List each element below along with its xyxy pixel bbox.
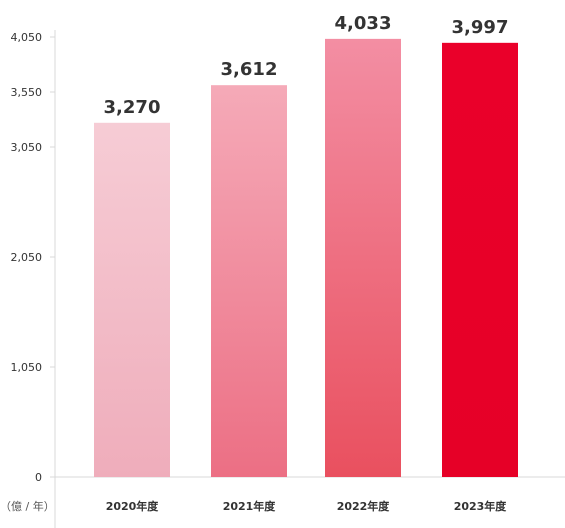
y-tick-label: 1,050	[11, 361, 43, 374]
bar-value-label: 3,612	[221, 59, 278, 80]
bar-value-label: 3,270	[104, 97, 161, 118]
x-category-label: 2021年度	[223, 499, 277, 513]
bar-2022年度	[325, 38, 401, 478]
x-category-label: 2022年度	[337, 499, 391, 513]
axis-layer: 0 1,050 2,050 3,050 3,550 4,050	[11, 30, 565, 528]
bar-layer	[94, 38, 518, 478]
label-layer: （億 / 年） 3,270 2020年度 3,612 2021年度 4,033 2022年度…	[0, 13, 508, 513]
x-category-label: 2023年度	[454, 499, 508, 513]
y-unit-label: （億 / 年）	[0, 499, 55, 513]
bar-2023年度	[442, 42, 518, 477]
y-tick-label: 3,550	[11, 86, 43, 99]
y-tick-label: 4,050	[11, 31, 43, 44]
y-tick-label: 3,050	[11, 141, 43, 154]
y-tick-label: 0	[35, 471, 42, 484]
x-category-label: 2020年度	[106, 499, 160, 513]
bar-2020年度	[94, 122, 170, 478]
y-tick-label: 2,050	[11, 251, 43, 264]
bar-2021年度	[211, 85, 287, 478]
bar-value-label: 3,997	[452, 17, 509, 38]
bar-value-label: 4,033	[335, 13, 392, 34]
